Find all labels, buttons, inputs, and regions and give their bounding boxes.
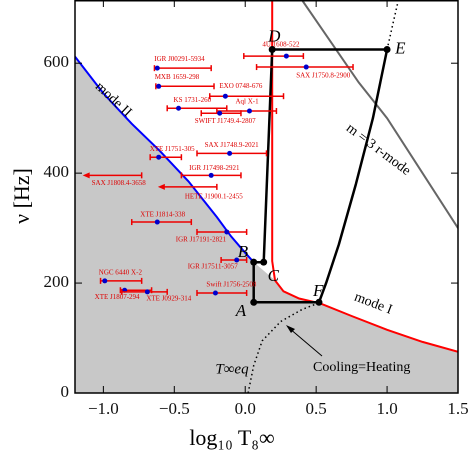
state-label: C — [268, 266, 280, 285]
source-label: XTE J1751-305 — [150, 145, 195, 153]
source-label: MXB 1659-298 — [155, 73, 200, 81]
source-point — [154, 219, 160, 225]
state-point — [268, 45, 276, 53]
y-axis-label: ν [Hz] — [9, 168, 34, 224]
source-point — [156, 83, 162, 89]
source-label: IGR J17191-2821 — [176, 236, 227, 244]
source-label: IGR J00291-5934 — [154, 55, 205, 63]
source-label: XTE J0929-314 — [146, 294, 191, 302]
annotation: Cooling=Heating — [313, 360, 410, 375]
source-label: SWIFT J1749.4-2807 — [195, 117, 256, 125]
source-label: SAX J1748.9-2021 — [205, 141, 260, 149]
y-tick-label: 200 — [44, 272, 70, 291]
source-point — [222, 93, 228, 99]
state-label: F — [312, 281, 324, 300]
source-label: EXO 0748-676 — [219, 82, 262, 90]
source-point — [283, 53, 289, 59]
cycle-path — [252, 48, 389, 304]
source-point — [227, 150, 233, 156]
x-tick-label: 0.0 — [235, 399, 256, 418]
state-point — [315, 298, 323, 306]
source-point — [176, 105, 182, 111]
curve — [301, 0, 458, 229]
source-point — [154, 65, 160, 71]
source-label: XTE J1814-338 — [140, 211, 185, 219]
source-point — [224, 229, 230, 235]
y-tick-label: 400 — [44, 162, 70, 181]
source-label: IGR J17511-3057 — [188, 263, 239, 271]
y-tick-label: 0 — [61, 382, 70, 401]
source-point — [156, 154, 162, 160]
y-tick-label: 600 — [44, 52, 70, 71]
source-label: 4U 1608-522 — [262, 41, 300, 49]
state-point — [250, 258, 258, 266]
source-label: SAX J1750.8-2900 — [296, 72, 351, 80]
source-point — [303, 64, 309, 70]
x-tick-label: 0.5 — [306, 399, 327, 418]
x-tick-label: 1.0 — [376, 399, 397, 418]
state-point — [383, 45, 391, 53]
state-label: E — [394, 38, 406, 57]
source-label: NGC 6440 X-2 — [99, 268, 143, 276]
source-label: IGR J17498-2921 — [189, 164, 240, 172]
source-point — [102, 278, 108, 284]
source-point — [234, 257, 240, 263]
arrow-head — [157, 183, 165, 190]
plot-layer: 4U 1608-522 IGR J00291-5934 SAX J1750.8-29… — [75, 0, 458, 393]
state-label: A — [235, 301, 247, 320]
curve — [271, 0, 458, 353]
source-point — [212, 290, 218, 296]
x-tick-label: −1.0 — [88, 399, 119, 418]
source-label: Aql X-1 — [235, 98, 259, 106]
source-label: XTE J1807-294 — [95, 293, 140, 301]
source-label: SAX J1808.4-3658 — [92, 179, 147, 187]
curve-label: T∞eq — [215, 361, 249, 377]
plot-frame — [74, 0, 459, 394]
stable-region — [75, 56, 458, 393]
source-point — [217, 110, 223, 116]
annotation-arrow — [288, 327, 323, 357]
plot-area: 4U 1608-522 IGR J00291-5934 SAX J1750.8-29… — [75, 0, 458, 393]
curve — [75, 55, 255, 263]
x-tick-label: −0.5 — [159, 399, 190, 418]
source-label: Swift J1756-2508 — [206, 281, 256, 289]
annotation-arrow-head — [286, 325, 295, 333]
arrow-head — [82, 172, 90, 179]
source-label: HETE J1900.1-2455 — [185, 192, 243, 200]
source-label: KS 1731-260 — [174, 96, 212, 104]
curve-label: mode I — [352, 290, 394, 318]
source-point — [246, 108, 252, 114]
x-axis-label: log₁₀ T₈∞ — [189, 425, 274, 450]
source-point — [144, 289, 150, 295]
x-tick-label: 1.5 — [447, 399, 468, 418]
source-point — [208, 172, 214, 178]
curve-label: m = 3 r-mode — [343, 121, 413, 179]
state-point — [250, 298, 258, 306]
state-point — [260, 258, 268, 266]
state-label: B — [238, 242, 249, 261]
state-label: D — [267, 26, 281, 45]
curve — [247, 0, 400, 393]
